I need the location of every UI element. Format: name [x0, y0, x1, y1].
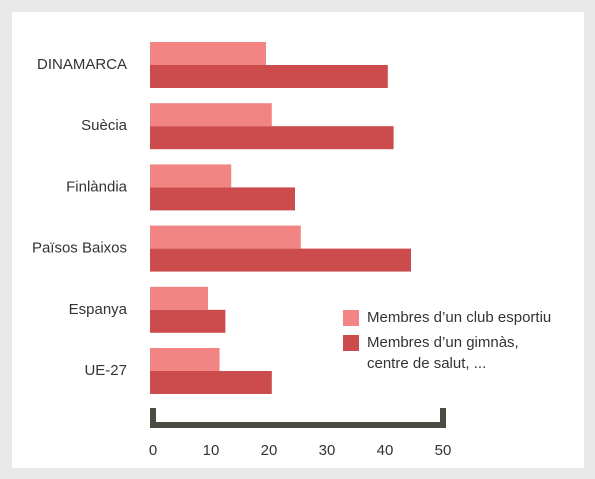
legend-swatch	[343, 310, 359, 326]
bar	[150, 187, 295, 211]
x-tick-label: 0	[149, 442, 157, 459]
y-tick-label: Països Baixos	[32, 240, 127, 257]
y-tick-label: Suècia	[81, 117, 128, 134]
legend-item: Membres d’un gimnàs, centre de salut, ..…	[343, 334, 557, 374]
bar	[150, 309, 226, 333]
bar	[150, 42, 266, 65]
bar	[150, 248, 411, 272]
y-tick-label: Espanya	[69, 301, 128, 318]
bar	[150, 286, 208, 310]
legend-label: Membres d’un club esportiu	[367, 309, 552, 326]
x-tick-label: 40	[377, 442, 394, 459]
x-tick-label: 20	[261, 442, 278, 459]
legend-label: Membres d’un gimnàs, centre de salut, ..…	[367, 334, 519, 372]
bar	[150, 164, 232, 188]
bar	[150, 225, 301, 249]
bar	[150, 103, 272, 127]
bar	[150, 126, 394, 150]
x-axis	[150, 408, 446, 428]
x-tick-label: 30	[319, 442, 336, 459]
legend-item: Membres d’un club esportiu	[343, 309, 557, 328]
bar	[150, 65, 388, 88]
legend-swatch	[343, 335, 359, 351]
y-tick-label: DINAMARCA	[37, 56, 127, 73]
bar	[150, 348, 220, 371]
x-tick-label: 50	[435, 442, 452, 459]
y-tick-label: UE-27	[84, 362, 127, 379]
legend: Membres d’un club esportiu Membres d’un g…	[343, 309, 557, 380]
y-tick-label: Finlàndia	[66, 178, 128, 195]
bar	[150, 371, 272, 394]
x-tick-label: 10	[203, 442, 220, 459]
